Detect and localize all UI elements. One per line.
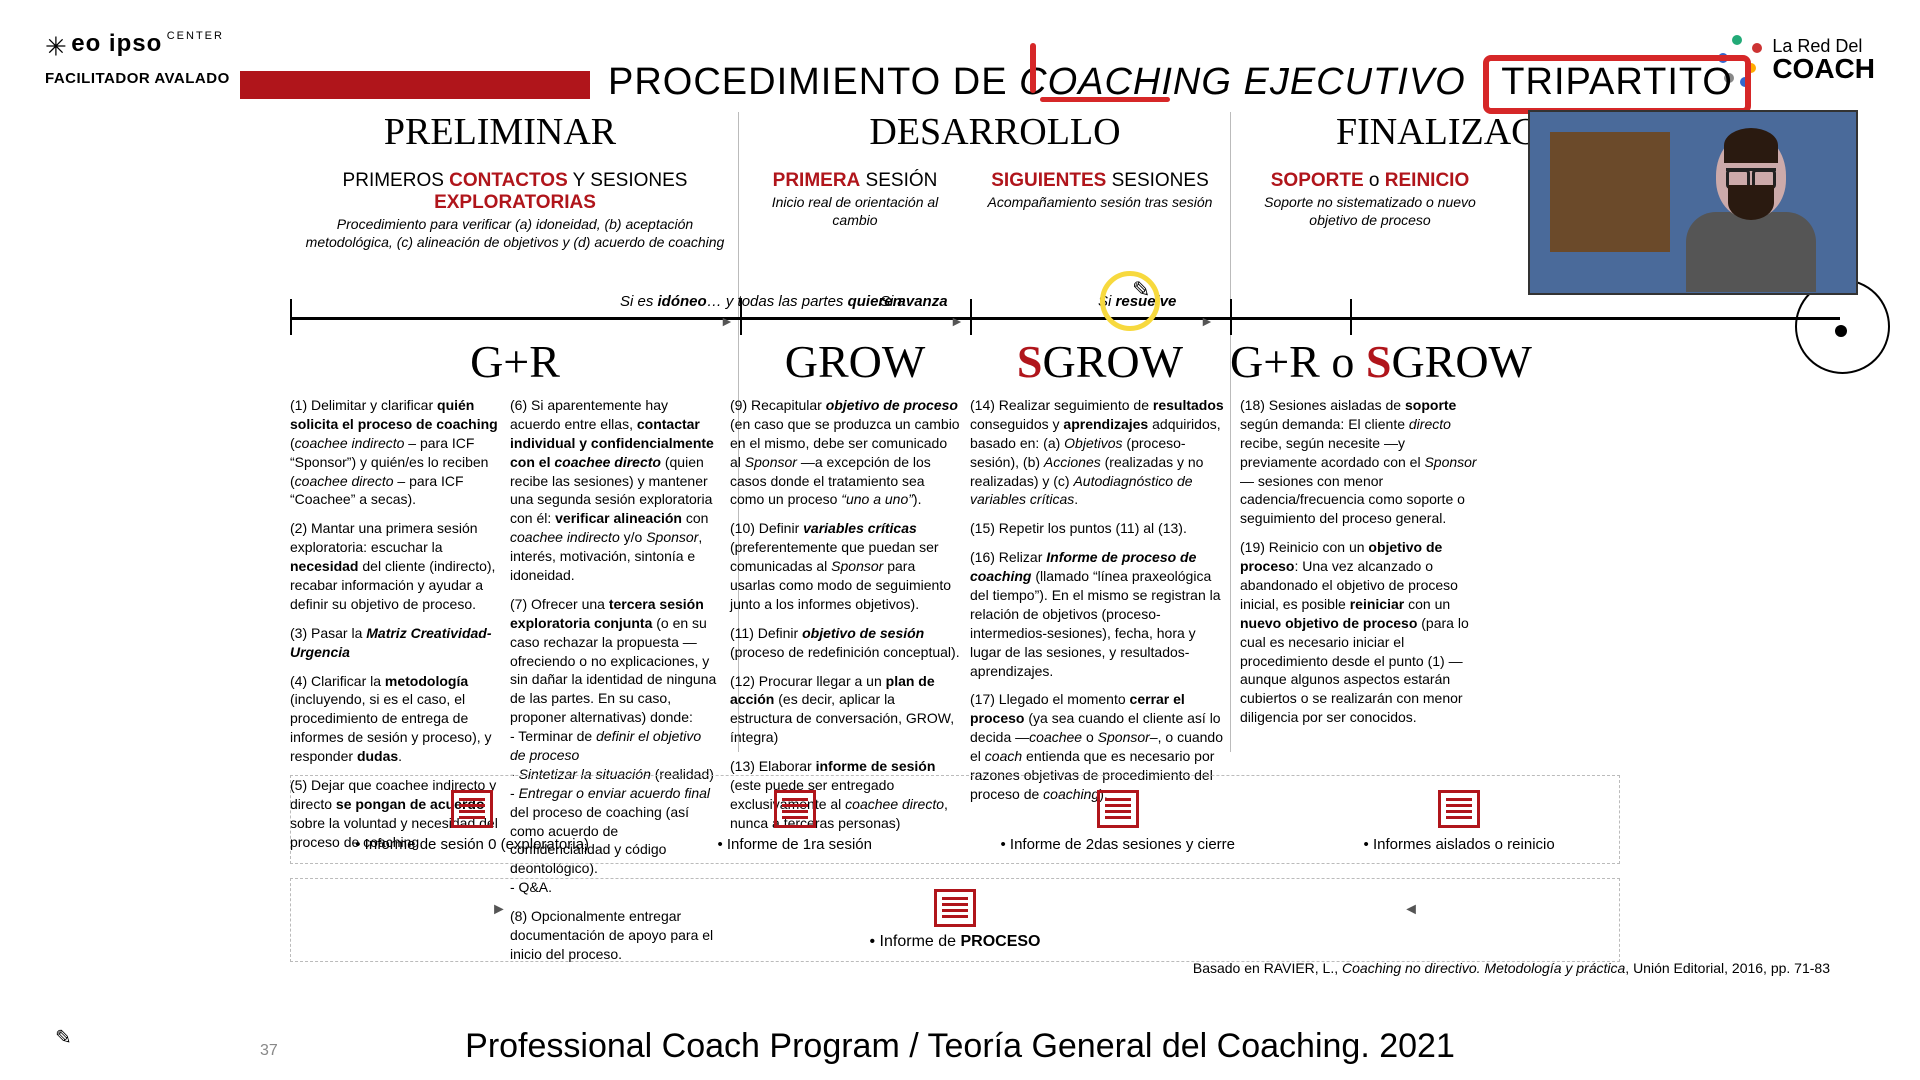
- body-item: (1) Delimitar y clarificar quién solicit…: [290, 396, 500, 509]
- body-item: (19) Reinicio con un objetivo de proceso…: [1240, 538, 1480, 727]
- body-item: (11) Definir objetivo de sesión (proceso…: [730, 624, 960, 662]
- subhead-b: PRIMERA SESIÓN: [750, 170, 960, 192]
- body-item: (15) Repetir los puntos (11) al (13).: [970, 519, 1230, 538]
- timeline-label: Si es idóneo… y todas las partes quieren: [620, 293, 902, 310]
- report-item: • Informe de 2das sesiones y cierre: [1000, 790, 1235, 853]
- body-item: (4) Clarificar la metodología (incluyend…: [290, 672, 500, 766]
- body-item: (18) Sesiones aisladas de soporte según …: [1240, 396, 1480, 528]
- arrow-icon: ►: [1200, 313, 1214, 329]
- pencil-icon[interactable]: ✎: [55, 1025, 72, 1050]
- arrow-icon: ►: [720, 313, 734, 329]
- page-title: PROCEDIMIENTO DE COACHING EJECUTIVO TRIP…: [608, 55, 1751, 114]
- timeline: Si es idóneo… y todas las partes quieren…: [290, 269, 1640, 329]
- subhead-d: SOPORTE o REINICIO: [1240, 170, 1500, 192]
- brand-suffix: CENTER: [167, 30, 224, 42]
- formulas: G+R GROW SGROW G+R o SGROW: [290, 335, 1640, 388]
- report-final: ► • Informe de PROCESO ◄: [290, 878, 1620, 962]
- presenter-icon: [1681, 133, 1821, 293]
- highlight-stroke-icon: [1030, 43, 1036, 93]
- report-row: • Informe de sesión 0 (exploratoria) • In…: [290, 775, 1620, 864]
- report-item: • Informe de sesión 0 (exploratoria): [355, 790, 589, 853]
- arrow-right-icon: ◄: [1403, 901, 1419, 919]
- report-icon: [1438, 790, 1480, 828]
- body-item: (12) Procurar llegar a un plan de acción…: [730, 672, 960, 748]
- subhead-a: PRIMEROS CONTACTOS Y SESIONES EXPLORATOR…: [300, 170, 730, 214]
- report-item: • Informes aislados o reinicio: [1364, 790, 1555, 853]
- logo-left: ✳ eo ipso CENTER FACILITADOR AVALADO: [45, 30, 230, 87]
- subhead-c: SIGUIENTES SESIONES: [980, 170, 1220, 192]
- subdesc-d: Soporte no sistematizado o nuevo objetiv…: [1240, 194, 1500, 229]
- timeline-tick: [1350, 299, 1352, 335]
- formula-d: G+R o SGROW: [1230, 335, 1532, 388]
- highlight-circle-icon: [1100, 271, 1160, 331]
- title-bar: [240, 71, 590, 99]
- page-number: 37: [260, 1042, 278, 1060]
- timeline-tick: [970, 299, 972, 335]
- body-item: (14) Realizar seguimiento de resultados …: [970, 396, 1230, 509]
- formula-a: G+R: [290, 335, 740, 388]
- logo-line2: COACH: [1772, 55, 1875, 83]
- timeline-axis: [290, 317, 1840, 320]
- body-item: (3) Pasar la Matriz Creatividad-Urgencia: [290, 624, 500, 662]
- formula-c: SGROW: [970, 335, 1230, 388]
- report-icon: [774, 790, 816, 828]
- webcam-overlay: [1528, 110, 1858, 295]
- arrow-icon: ►: [950, 313, 964, 329]
- subheadings: PRIMEROS CONTACTOS Y SESIONES EXPLORATOR…: [290, 170, 1640, 251]
- formula-b: GROW: [740, 335, 970, 388]
- report-icon: [451, 790, 493, 828]
- report-item: • Informe de 1ra sesión: [717, 790, 872, 853]
- pen-icon: ✎: [1132, 277, 1150, 303]
- body-item: (9) Recapitular objetivo de proceso (en …: [730, 396, 960, 509]
- reports-section: • Informe de sesión 0 (exploratoria) • In…: [290, 775, 1620, 962]
- stage-1: PRELIMINAR: [260, 110, 740, 165]
- citation: Basado en RAVIER, L., Coaching no direct…: [1193, 960, 1830, 976]
- body-item: (10) Definir variables críticas (prefere…: [730, 519, 960, 613]
- timeline-tick: [1230, 299, 1232, 335]
- bookshelf-icon: [1550, 132, 1670, 252]
- brand-name: eo ipso: [71, 30, 162, 57]
- arrow-left-icon: ►: [491, 901, 507, 919]
- body-item: (16) Relizar Informe de proceso de coach…: [970, 548, 1230, 680]
- highlight-box: TRIPARTITO: [1483, 55, 1751, 114]
- snowflake-icon: ✳: [45, 31, 67, 61]
- timeline-tick: [290, 299, 292, 335]
- subdesc-c: Acompañamiento sesión tras sesión: [980, 194, 1220, 212]
- report-icon: [934, 889, 976, 927]
- title-header: PROCEDIMIENTO DE COACHING EJECUTIVO TRIP…: [240, 55, 1620, 114]
- subdesc-a: Procedimiento para verificar (a) idoneid…: [300, 216, 730, 251]
- footer: Professional Coach Program / Teoría Gene…: [0, 1017, 1920, 1080]
- highlight-underline-icon: [1040, 97, 1170, 102]
- report-icon: [1097, 790, 1139, 828]
- body-item: (6) Si aparentemente hay acuerdo entre e…: [510, 396, 720, 585]
- timeline-label: Si avanza: [880, 293, 948, 310]
- facilitator-label: FACILITADOR AVALADO: [45, 70, 230, 87]
- body-item: (2) Mantar una primera sesión explorator…: [290, 519, 500, 613]
- subdesc-b: Inicio real de orientación al cambio: [750, 194, 960, 229]
- stage-2: DESARROLLO: [740, 110, 1250, 165]
